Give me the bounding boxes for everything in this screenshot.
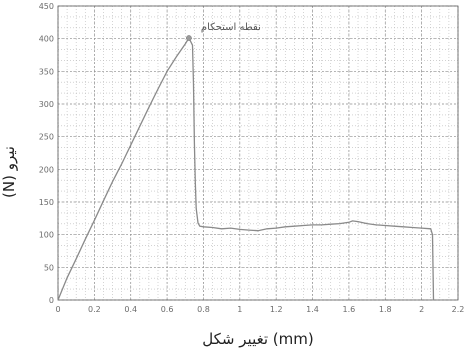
peak-marker bbox=[186, 35, 192, 41]
x-tick-label: 0.2 bbox=[88, 305, 101, 314]
x-tick-label: 1 bbox=[237, 305, 242, 314]
x-tick-label: 1.4 bbox=[306, 305, 319, 314]
y-tick-label: 450 bbox=[39, 2, 54, 11]
x-tick-label: 0.8 bbox=[197, 305, 210, 314]
x-tick-label: 2 bbox=[419, 305, 424, 314]
y-tick-label: 350 bbox=[39, 67, 54, 76]
x-axis-label: تغییر شکل (mm) bbox=[202, 330, 313, 348]
series-group bbox=[57, 35, 435, 301]
y-tick-label: 250 bbox=[39, 133, 54, 142]
annotation-label: نقطه استحکام bbox=[201, 22, 261, 33]
y-tick-label: 50 bbox=[44, 263, 54, 272]
y-tick-label: 150 bbox=[39, 198, 54, 207]
y-tick-labels: 0 50 100 150 200 250 300 350 400 450 bbox=[39, 2, 54, 305]
x-tick-label: 1.2 bbox=[270, 305, 283, 314]
x-tick-label: 1.8 bbox=[379, 305, 392, 314]
y-axis-label: (N) نیرو bbox=[0, 146, 18, 198]
x-tick-label: 2.2 bbox=[452, 305, 465, 314]
x-tick-label: 0.4 bbox=[124, 305, 137, 314]
y-tick-label: 100 bbox=[39, 231, 54, 240]
series-line bbox=[57, 36, 435, 301]
plot-frame bbox=[57, 5, 459, 301]
x-tick-label: 1.6 bbox=[343, 305, 356, 314]
axes bbox=[57, 5, 459, 301]
x-tick-label: 0 bbox=[55, 305, 60, 314]
y-tick-label: 0 bbox=[49, 296, 54, 305]
grid bbox=[57, 5, 459, 301]
x-tick-labels: 0 0.2 0.4 0.6 0.8 1 1.2 1.4 1.6 1.8 2 2.2 bbox=[55, 305, 464, 314]
y-tick-label: 300 bbox=[39, 100, 54, 109]
y-tick-label: 200 bbox=[39, 165, 54, 174]
y-tick-label: 400 bbox=[39, 35, 54, 44]
x-tick-label: 0.6 bbox=[161, 305, 174, 314]
